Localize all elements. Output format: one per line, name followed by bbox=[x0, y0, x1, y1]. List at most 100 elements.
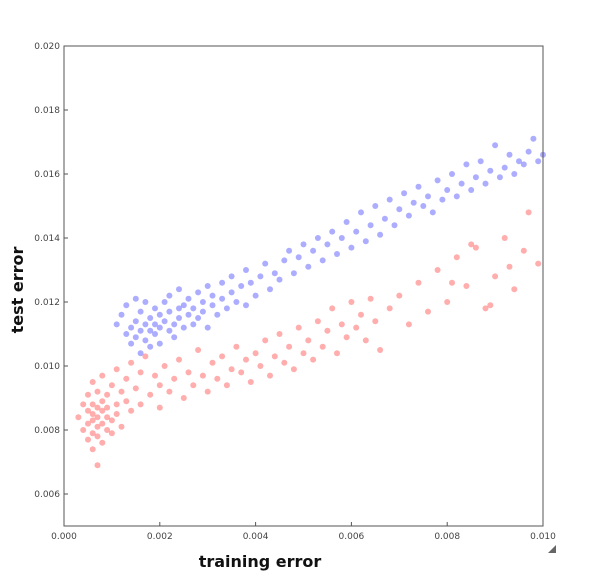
data-point bbox=[108, 417, 115, 424]
data-point bbox=[204, 283, 211, 289]
data-point bbox=[295, 324, 302, 331]
data-point bbox=[247, 379, 254, 385]
data-point bbox=[94, 404, 101, 411]
data-point bbox=[113, 366, 120, 373]
data-point bbox=[267, 372, 273, 379]
data-point bbox=[247, 279, 254, 286]
data-point bbox=[314, 318, 321, 325]
data-point bbox=[353, 228, 360, 235]
data-point bbox=[99, 420, 106, 427]
data-point bbox=[185, 311, 192, 318]
data-point bbox=[195, 315, 202, 321]
data-point bbox=[180, 302, 187, 309]
plot-frame bbox=[63, 45, 544, 527]
data-point bbox=[161, 363, 168, 369]
data-point bbox=[204, 324, 211, 331]
data-point bbox=[85, 407, 91, 414]
data-point bbox=[195, 289, 202, 296]
data-point bbox=[209, 302, 216, 309]
data-point bbox=[492, 142, 499, 149]
data-point bbox=[104, 427, 111, 433]
data-point bbox=[415, 279, 422, 286]
data-point bbox=[410, 199, 417, 206]
data-point bbox=[367, 222, 374, 229]
data-point bbox=[367, 295, 374, 302]
data-point bbox=[99, 372, 106, 379]
data-point bbox=[243, 267, 249, 273]
data-point bbox=[472, 174, 479, 181]
x-axis-title: training error bbox=[199, 552, 322, 571]
data-point bbox=[243, 356, 249, 363]
data-point bbox=[166, 327, 173, 334]
y-tick-label: 0.014 bbox=[34, 234, 60, 244]
data-point bbox=[281, 257, 288, 264]
data-point bbox=[128, 407, 135, 414]
data-point bbox=[372, 203, 379, 209]
data-point bbox=[281, 359, 288, 366]
data-point bbox=[420, 203, 427, 209]
data-point bbox=[219, 279, 226, 286]
data-point bbox=[166, 308, 173, 315]
data-point bbox=[487, 167, 494, 174]
data-point bbox=[104, 404, 111, 411]
data-point bbox=[89, 379, 96, 385]
data-point bbox=[338, 235, 345, 241]
data-point bbox=[310, 356, 317, 363]
data-point bbox=[113, 401, 120, 408]
data-point bbox=[276, 331, 283, 337]
data-point bbox=[94, 433, 101, 440]
data-point bbox=[89, 417, 96, 424]
data-point bbox=[108, 382, 115, 389]
data-point bbox=[257, 273, 264, 280]
data-point bbox=[319, 343, 326, 350]
data-point bbox=[137, 350, 144, 357]
x-tick-label: 0.008 bbox=[434, 532, 460, 542]
data-point bbox=[99, 398, 106, 405]
data-point bbox=[434, 177, 441, 184]
points-layer bbox=[75, 135, 546, 469]
data-point bbox=[94, 462, 101, 469]
data-point bbox=[453, 193, 460, 200]
data-point bbox=[176, 305, 182, 312]
data-point bbox=[439, 196, 446, 203]
data-point bbox=[262, 337, 269, 344]
data-point bbox=[123, 331, 130, 337]
data-point bbox=[305, 263, 312, 270]
data-point bbox=[152, 305, 158, 312]
data-point bbox=[506, 263, 513, 270]
data-point bbox=[233, 343, 240, 350]
data-point bbox=[434, 267, 441, 273]
data-point bbox=[123, 398, 130, 405]
data-point bbox=[338, 321, 345, 328]
data-point bbox=[343, 219, 350, 225]
data-point bbox=[176, 286, 182, 293]
data-point bbox=[152, 372, 158, 379]
data-point bbox=[343, 334, 350, 341]
data-point bbox=[290, 270, 297, 277]
data-point bbox=[161, 299, 168, 305]
data-point bbox=[152, 321, 158, 328]
data-point bbox=[128, 324, 135, 331]
data-point bbox=[396, 206, 403, 213]
data-point bbox=[209, 292, 216, 299]
data-point bbox=[195, 347, 202, 353]
data-point bbox=[262, 260, 269, 267]
data-point bbox=[199, 299, 206, 305]
data-point bbox=[233, 299, 240, 305]
x-tick-label: 0.004 bbox=[243, 532, 269, 542]
data-point bbox=[300, 350, 307, 357]
data-point bbox=[85, 391, 91, 398]
data-point bbox=[348, 299, 355, 305]
data-point bbox=[85, 436, 91, 443]
data-point bbox=[75, 414, 82, 421]
data-point bbox=[501, 164, 508, 171]
data-point bbox=[185, 295, 192, 302]
data-point bbox=[377, 347, 384, 353]
data-point bbox=[180, 395, 187, 401]
y-tick-label: 0.018 bbox=[34, 106, 60, 116]
data-point bbox=[89, 401, 96, 408]
data-point bbox=[525, 148, 532, 155]
data-point bbox=[99, 407, 106, 414]
data-point bbox=[156, 324, 163, 331]
data-point bbox=[353, 324, 360, 331]
